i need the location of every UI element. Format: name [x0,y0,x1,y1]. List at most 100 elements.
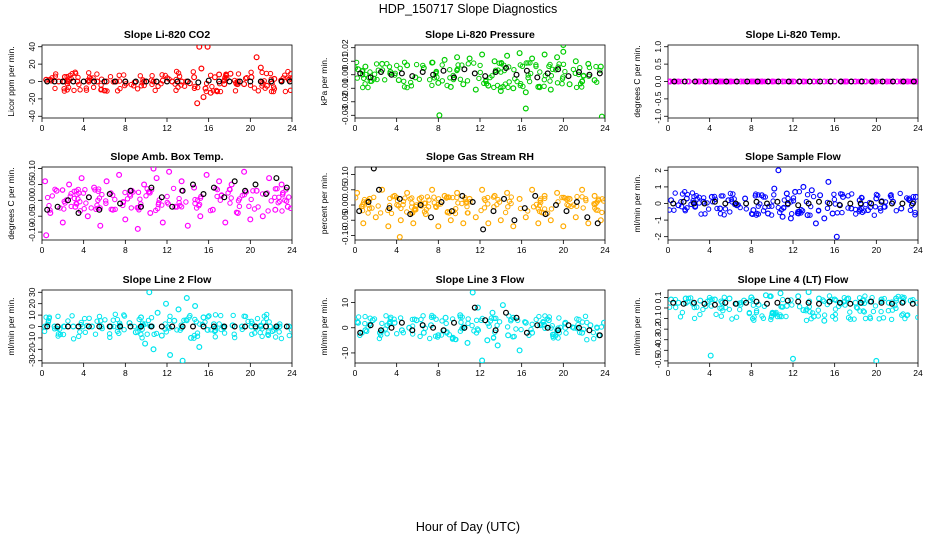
scatter-point [910,194,916,200]
scatter-point [384,331,390,337]
y-tick-label: -10 [27,331,37,344]
scatter-point [265,208,271,214]
scatter-point [675,78,682,85]
scatter-point [878,308,884,315]
scatter-point [771,185,778,192]
scatter-point [138,201,144,207]
scatter-point [241,313,247,319]
scatter-point [821,312,828,318]
scatter-point [482,197,488,204]
panel-title: Slope Li-820 Pressure [425,29,535,41]
mean-point [555,66,562,73]
scatter-point [191,74,198,81]
scatter-point [436,112,443,118]
scatter-point [489,309,496,316]
mean-point [64,323,71,330]
mean-point [54,203,61,210]
mean-point [774,198,781,205]
mean-point [461,66,468,73]
scatter-point [280,190,286,196]
scatter-point [781,197,787,203]
mean-point [158,323,165,330]
scatter-point [398,327,405,334]
scatter-point [200,314,207,321]
scatter-point [413,61,420,68]
scatter-point [510,85,517,92]
data-points [43,45,292,107]
scatter-point [673,304,679,311]
x-tick-label: 0 [666,245,671,255]
scatter-point [42,328,48,335]
scatter-point [140,77,146,83]
scatter-point [783,302,790,309]
scatter-point [705,206,712,212]
scatter-point [196,201,203,208]
y-tick-label: -0.05 [340,210,350,230]
mean-point [242,323,249,330]
scatter-point [675,299,682,306]
scatter-point [171,317,178,324]
scatter-point [484,337,491,344]
mean-point [148,323,155,330]
mean-point [236,78,243,85]
scatter-point [554,54,561,61]
scatter-point [599,209,605,216]
x-tick-label: 0 [40,368,45,378]
scatter-point [245,318,251,325]
scatter-point [714,205,720,212]
scatter-point [259,213,266,220]
scatter-point [862,315,869,322]
mean-point [247,78,254,85]
scatter-point [78,175,85,182]
x-tick-label: 4 [394,123,399,133]
scatter-point [579,186,586,193]
scatter-point [547,86,554,93]
y-tick-label: -0.5 [653,353,663,368]
scatter-point [572,58,579,65]
mean-point [370,167,377,172]
x-tick-label: 20 [872,245,882,255]
scatter-point [707,352,714,359]
scatter-point [42,323,49,330]
scatter-point [717,78,724,85]
scatter-point [487,318,494,324]
mean-point [184,78,191,85]
scatter-point [728,196,735,203]
scatter-point [789,355,796,362]
x-tick-label: 20 [246,368,256,378]
scatter-point [198,65,205,72]
scatter-point [537,69,543,75]
scatter-point [183,295,190,302]
scatter-point [276,329,282,335]
scatter-point [536,202,543,209]
mean-point [440,67,447,74]
scatter-point [494,342,501,349]
scatter-point [97,318,104,324]
mean-point [847,300,854,307]
scatter-point [152,87,158,94]
scatter-point [138,314,145,321]
scatter-point [839,191,845,197]
scatter-point [522,214,529,221]
scatter-point [573,84,580,91]
x-tick-label: 20 [872,123,882,133]
scatter-point [178,322,184,328]
x-tick-label: 12 [788,368,798,378]
mean-point [96,323,103,330]
scatter-point [504,189,511,196]
mean-point [596,70,603,77]
scatter-point [511,67,517,73]
mean-point [544,324,551,331]
scatter-point [474,304,481,311]
y-tick-label: 0.0 [653,75,663,87]
scatter-point [682,295,689,302]
scatter-point [439,62,445,68]
y-axis-label: ml/min per min. [632,174,642,232]
scatter-point [278,181,285,188]
mean-point [106,323,113,330]
x-tick-label: 8 [749,123,754,133]
scatter-point [173,68,180,75]
y-tick-label: 0.01 [340,53,350,70]
scatter-point [248,323,255,330]
mean-point [164,78,171,85]
